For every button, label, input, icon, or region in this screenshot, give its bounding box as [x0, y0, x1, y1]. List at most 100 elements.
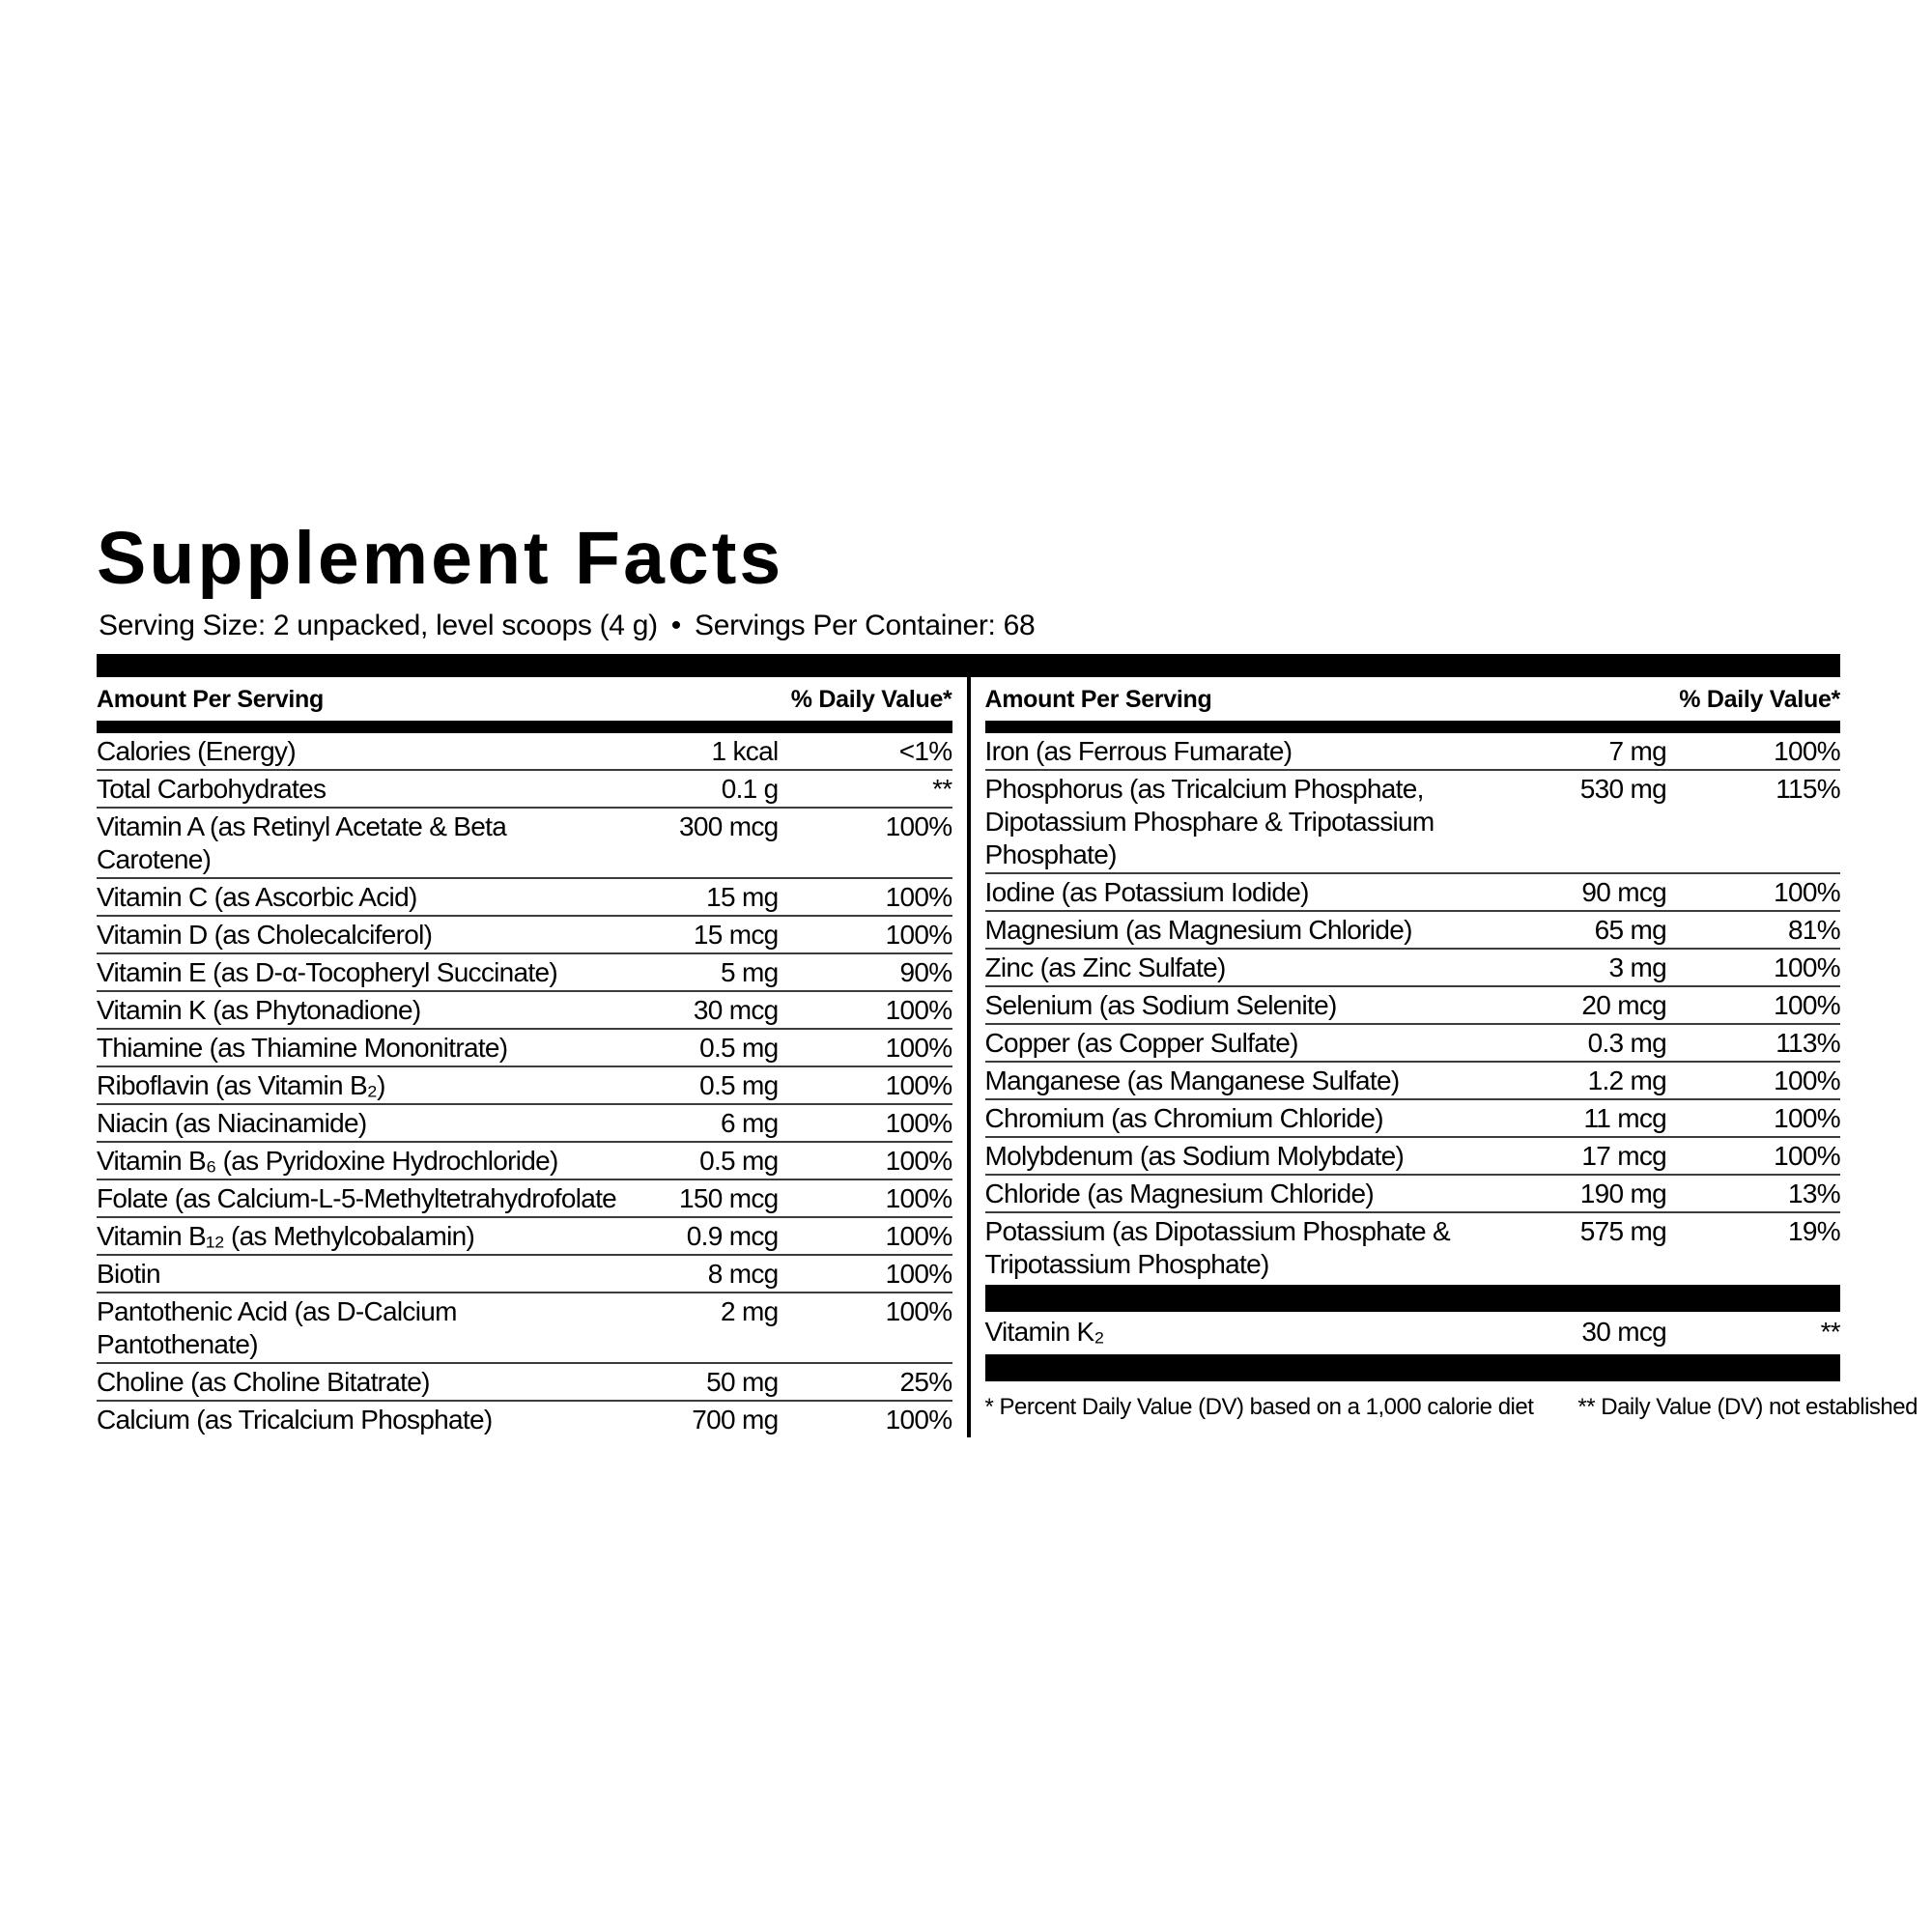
nutrient-dv: 100% [885, 811, 953, 841]
supplement-facts-label: Supplement Facts Serving Size: 2 unpacke… [97, 522, 1918, 1437]
nutrient-label: Vitamin C (as Ascorbic Acid) [97, 882, 417, 912]
vitamin-k2-row: Vitamin K₂ 30 mcg ** [985, 1312, 1841, 1351]
table-row: Niacin (as Niacinamide) 6 mg 100% [97, 1105, 952, 1143]
facts-column-left: Amount Per Serving % Daily Value* Calori… [97, 677, 967, 1437]
table-row: Total Carbohydrates 0.1 g ** [97, 771, 952, 809]
column-header-right: Amount Per Serving % Daily Value* [985, 677, 1841, 721]
nutrient-label: Selenium (as Sodium Selenite) [984, 990, 1338, 1020]
nutrient-amount: 5 mg [721, 957, 779, 987]
nutrient-dv: 90% [899, 957, 953, 987]
nutrient-dv: ** [1820, 1317, 1841, 1347]
nutrient-dv: 100% [885, 1070, 953, 1100]
nutrient-amount: 0.5 mg [699, 1033, 779, 1063]
nutrient-label: Vitamin E (as D-α-Tocopheryl Succinate) [97, 957, 558, 987]
nutrient-label: Iodine (as Potassium Iodide) [984, 877, 1310, 907]
table-row: Calories (Energy) 1 kcal <1% [97, 733, 952, 771]
table-row: Iodine (as Potassium Iodide) 90 mcg 100% [984, 874, 1841, 912]
nutrient-amount: 65 mg [1594, 915, 1667, 945]
nutrient-amount: 2 mg [721, 1296, 779, 1326]
table-row: Vitamin E (as D-α-Tocopheryl Succinate) … [97, 954, 952, 992]
table-row: Molybdenum (as Sodium Molybdate) 17 mcg … [984, 1138, 1841, 1176]
nutrient-label: Vitamin K (as Phytonadione) [97, 995, 421, 1025]
table-row: Biotin 8 mcg 100% [97, 1256, 952, 1293]
table-row: Vitamin B₆ (as Pyridoxine Hydrochloride)… [97, 1143, 952, 1180]
table-row: Copper (as Copper Sulfate) 0.3 mg 113% [984, 1025, 1841, 1063]
nutrient-dv: 100% [885, 1221, 953, 1251]
nutrient-dv: 100% [885, 1033, 953, 1063]
nutrient-amount: 1.2 mg [1587, 1065, 1667, 1095]
table-row: Vitamin A (as Retinyl Acetate & Beta Car… [97, 809, 952, 879]
nutrient-label: Vitamin B₁₂ (as Methylcobalamin) [97, 1221, 475, 1251]
nutrient-amount: 190 mg [1579, 1179, 1667, 1208]
nutrient-dv: 100% [885, 1259, 953, 1289]
nutrient-label: Niacin (as Niacinamide) [97, 1108, 367, 1138]
nutrient-rows-left: Calories (Energy) 1 kcal <1% Total Carbo… [97, 733, 952, 1437]
nutrient-label: Vitamin K₂ [984, 1317, 1105, 1347]
nutrient-label: Thiamine (as Thiamine Mononitrate) [97, 1033, 508, 1063]
nutrient-rows-right: Iron (as Ferrous Fumarate) 7 mg 100% Pho… [984, 733, 1841, 1282]
nutrient-amount: 0.3 mg [1587, 1028, 1667, 1058]
nutrient-label: Magnesium (as Magnesium Chloride) [984, 915, 1413, 945]
table-row: Vitamin D (as Cholecalciferol) 15 mcg 10… [97, 917, 952, 954]
nutrient-amount: 0.5 mg [699, 1146, 779, 1176]
nutrient-dv: 100% [885, 1296, 953, 1326]
nutrient-label: Pantothenic Acid (as D-Calcium Pantothen… [97, 1296, 457, 1359]
table-row: Potassium (as Dipotassium Phosphate & Tr… [985, 1213, 1841, 1282]
table-row: Riboflavin (as Vitamin B₂) 0.5 mg 100% [97, 1067, 952, 1105]
nutrient-dv: <1% [898, 736, 952, 766]
servings-per-container-text: Servings Per Container: 68 [695, 610, 1036, 641]
nutrient-amount: 0.5 mg [699, 1070, 779, 1100]
daily-value-label: % Daily Value* [790, 686, 952, 713]
nutrient-amount: 575 mg [1579, 1216, 1667, 1246]
nutrient-dv: 19% [1788, 1216, 1841, 1246]
nutrient-amount: 0.9 mcg [686, 1221, 779, 1251]
nutrient-amount: 150 mcg [679, 1183, 779, 1213]
nutrient-dv: 100% [1774, 877, 1841, 907]
header-divider-bar-right [984, 721, 1840, 733]
nutrient-amount: 700 mg [692, 1405, 779, 1435]
nutrient-label: Molybdenum (as Sodium Molybdate) [984, 1141, 1405, 1171]
nutrient-label: Phosphorus (as Tricalcium Phosphate, Dip… [984, 774, 1435, 869]
nutrient-label: Folate (as Calcium-L-5-Methyltetrahydrof… [97, 1183, 617, 1213]
column-header-left: Amount Per Serving % Daily Value* [97, 677, 952, 721]
nutrient-label: Iron (as Ferrous Fumarate) [984, 736, 1293, 766]
amount-per-serving-label: Amount Per Serving [984, 686, 1212, 713]
nutrient-amount: 90 mcg [1581, 877, 1666, 907]
nutrient-label: Calcium (as Tricalcium Phosphate) [97, 1405, 493, 1435]
table-row: Manganese (as Manganese Sulfate) 1.2 mg … [984, 1063, 1841, 1100]
nutrient-dv: 100% [885, 1146, 953, 1176]
nutrient-dv: 113% [1776, 1028, 1840, 1058]
nutrient-amount: 30 mcg [693, 995, 779, 1025]
nutrient-dv: 13% [1788, 1179, 1841, 1208]
table-row: Thiamine (as Thiamine Mononitrate) 0.5 m… [97, 1030, 952, 1067]
nutrient-dv: 100% [1774, 736, 1841, 766]
nutrient-dv: 115% [1776, 774, 1840, 804]
nutrient-dv: 100% [885, 882, 953, 912]
table-row: Zinc (as Zinc Sulfate) 3 mg 100% [984, 950, 1841, 987]
table-row: Vitamin K (as Phytonadione) 30 mcg 100% [97, 992, 952, 1030]
nutrient-amount: 7 mg [1608, 736, 1667, 766]
table-row: Pantothenic Acid (as D-Calcium Pantothen… [97, 1293, 952, 1364]
table-row: Chloride (as Magnesium Chloride) 190 mg … [984, 1176, 1841, 1213]
nutrient-label: Calories (Energy) [97, 736, 297, 766]
nutrient-dv: 100% [1774, 1065, 1841, 1095]
nutrient-label: Total Carbohydrates [97, 774, 327, 804]
nutrient-label: Vitamin D (as Cholecalciferol) [97, 920, 433, 950]
nutrient-amount: 17 mcg [1581, 1141, 1666, 1171]
nutrient-amount: 11 mcg [1583, 1103, 1666, 1133]
nutrient-dv: 81% [1788, 915, 1841, 945]
serving-info: Serving Size: 2 unpacked, level scoops (… [99, 610, 1840, 641]
nutrient-amount: 530 mg [1579, 774, 1667, 804]
footnote-not-established: ** Daily Value (DV) not established [1577, 1394, 1918, 1420]
nutrient-label: Riboflavin (as Vitamin B₂) [97, 1070, 385, 1100]
nutrient-amount: 8 mcg [707, 1259, 779, 1289]
nutrient-dv: 100% [1774, 1103, 1841, 1133]
table-row: Magnesium (as Magnesium Chloride) 65 mg … [984, 912, 1841, 950]
nutrient-amount: 15 mg [706, 882, 779, 912]
nutrient-label: Chromium (as Chromium Chloride) [984, 1103, 1384, 1133]
nutrient-label: Zinc (as Zinc Sulfate) [984, 952, 1227, 982]
table-row: Folate (as Calcium-L-5-Methyltetrahydrof… [97, 1180, 952, 1218]
nutrient-label: Manganese (as Manganese Sulfate) [984, 1065, 1401, 1095]
nutrient-label: Vitamin B₆ (as Pyridoxine Hydrochloride) [97, 1146, 558, 1176]
nutrient-dv: 25% [899, 1367, 953, 1397]
